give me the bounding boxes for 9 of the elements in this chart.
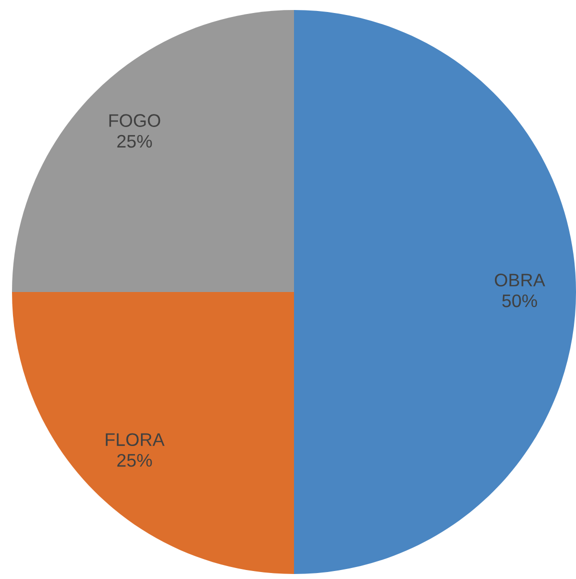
data-label: 50% [502, 294, 538, 308]
pie-slice [12, 10, 294, 292]
slice-label: FOGO [109, 114, 160, 127]
data-label: 25% [117, 454, 152, 467]
slice-label: FLORA [106, 433, 165, 446]
data-label: 25% [117, 134, 152, 148]
pie-slice [12, 292, 294, 574]
slice-label: OBRA [494, 274, 546, 286]
pie-slice [294, 10, 576, 574]
